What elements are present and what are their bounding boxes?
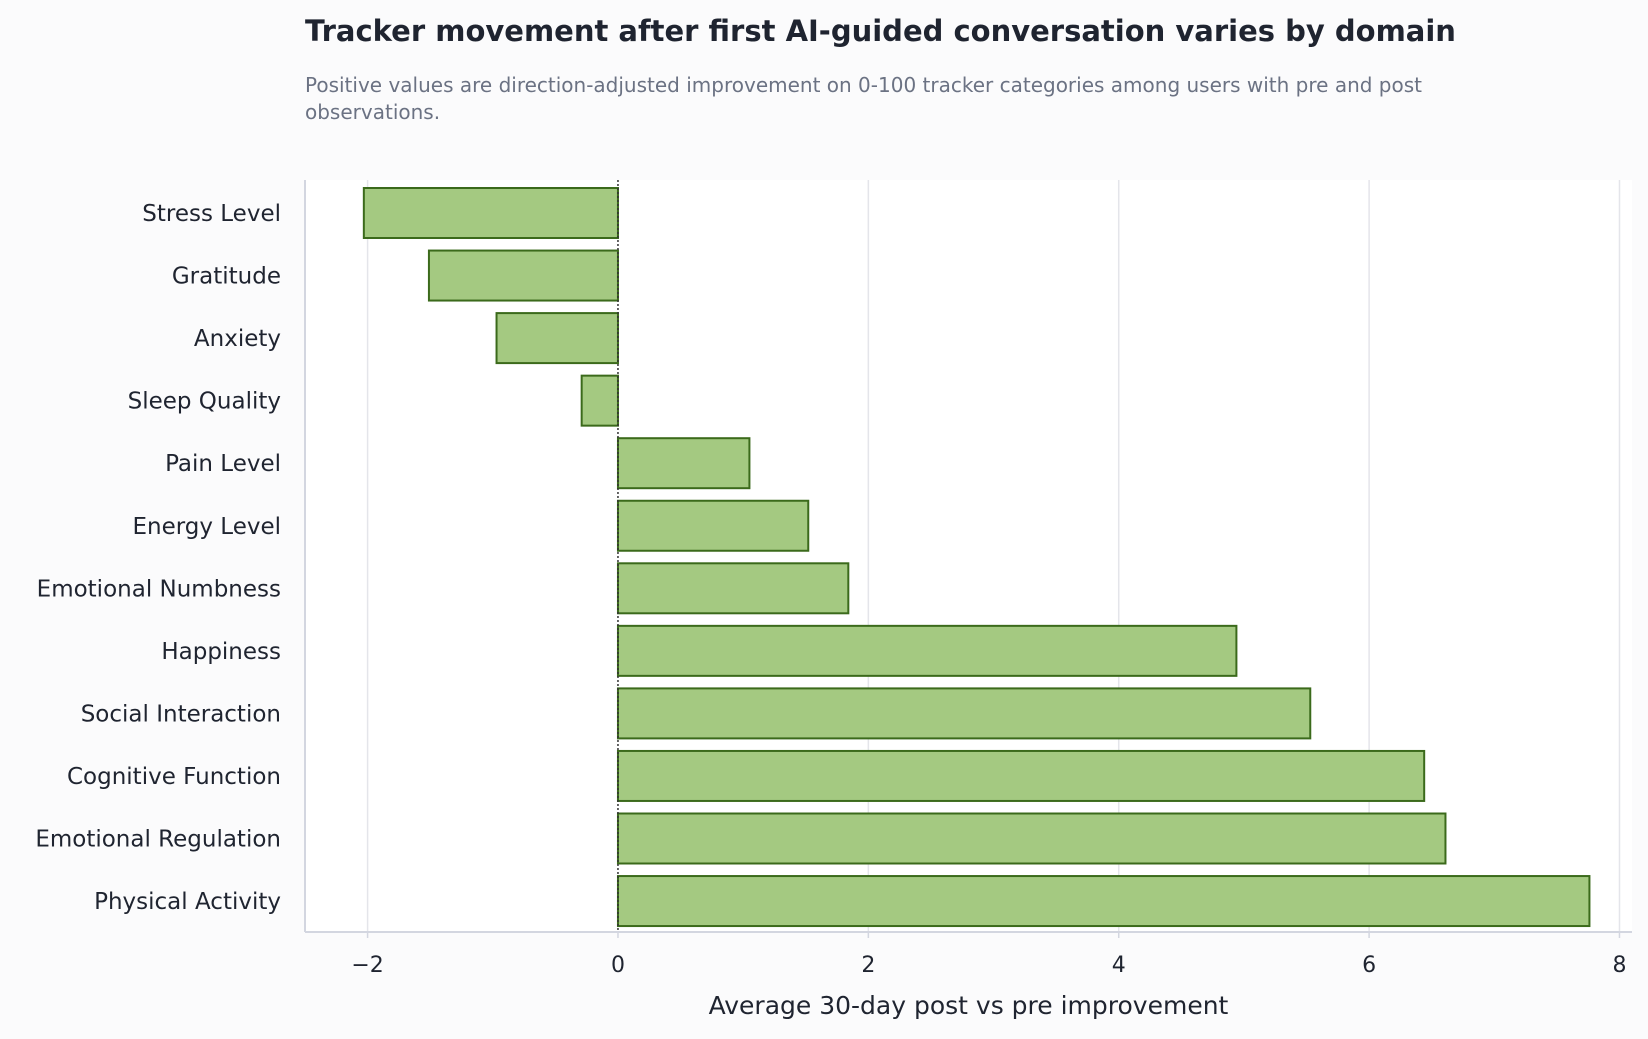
category-label: Social Interaction	[81, 701, 281, 727]
category-label: Energy Level	[132, 514, 281, 540]
category-label: Pain Level	[165, 451, 281, 477]
category-label: Emotional Regulation	[35, 827, 281, 853]
category-label: Sleep Quality	[128, 389, 281, 415]
x-tick-label: 0	[611, 953, 625, 978]
category-label: Happiness	[161, 639, 281, 665]
category-label: Gratitude	[172, 264, 281, 290]
x-tick-label: −2	[351, 953, 383, 978]
bar	[580, 374, 619, 427]
x-tick-labels: −2 0 2 4 6 8	[351, 953, 1626, 978]
bars	[362, 187, 1591, 928]
x-axis-label: Average 30-day post vs pre improvement	[709, 991, 1229, 1020]
x-tick-label: 4	[1112, 953, 1126, 978]
chart-subtitle: Positive values are direction-adjusted i…	[305, 73, 1423, 124]
bar	[616, 499, 810, 552]
bar	[427, 249, 619, 302]
plot-background	[305, 180, 1632, 932]
bar	[495, 312, 619, 365]
category-label: Stress Level	[142, 201, 281, 227]
bar	[616, 437, 751, 490]
bar	[362, 187, 619, 239]
chart-title: Tracker movement after first AI-guided c…	[305, 14, 1456, 48]
category-labels: Stress Level Gratitude Anxiety Sleep Qualit…	[35, 201, 281, 915]
x-tick-label: 2	[861, 953, 875, 978]
axes	[304, 180, 1632, 938]
bar	[616, 812, 1447, 865]
x-tick-label: 8	[1612, 953, 1626, 978]
bar	[616, 624, 1238, 677]
category-label: Anxiety	[194, 326, 281, 352]
grid-lines	[305, 180, 1632, 932]
bar	[616, 687, 1312, 740]
category-label: Cognitive Function	[67, 764, 281, 790]
category-label: Physical Activity	[94, 889, 281, 915]
x-tick-label: 6	[1362, 953, 1376, 978]
bar	[616, 749, 1426, 802]
category-label: Emotional Numbness	[37, 576, 281, 602]
bar	[616, 875, 1591, 928]
bar	[616, 562, 850, 615]
